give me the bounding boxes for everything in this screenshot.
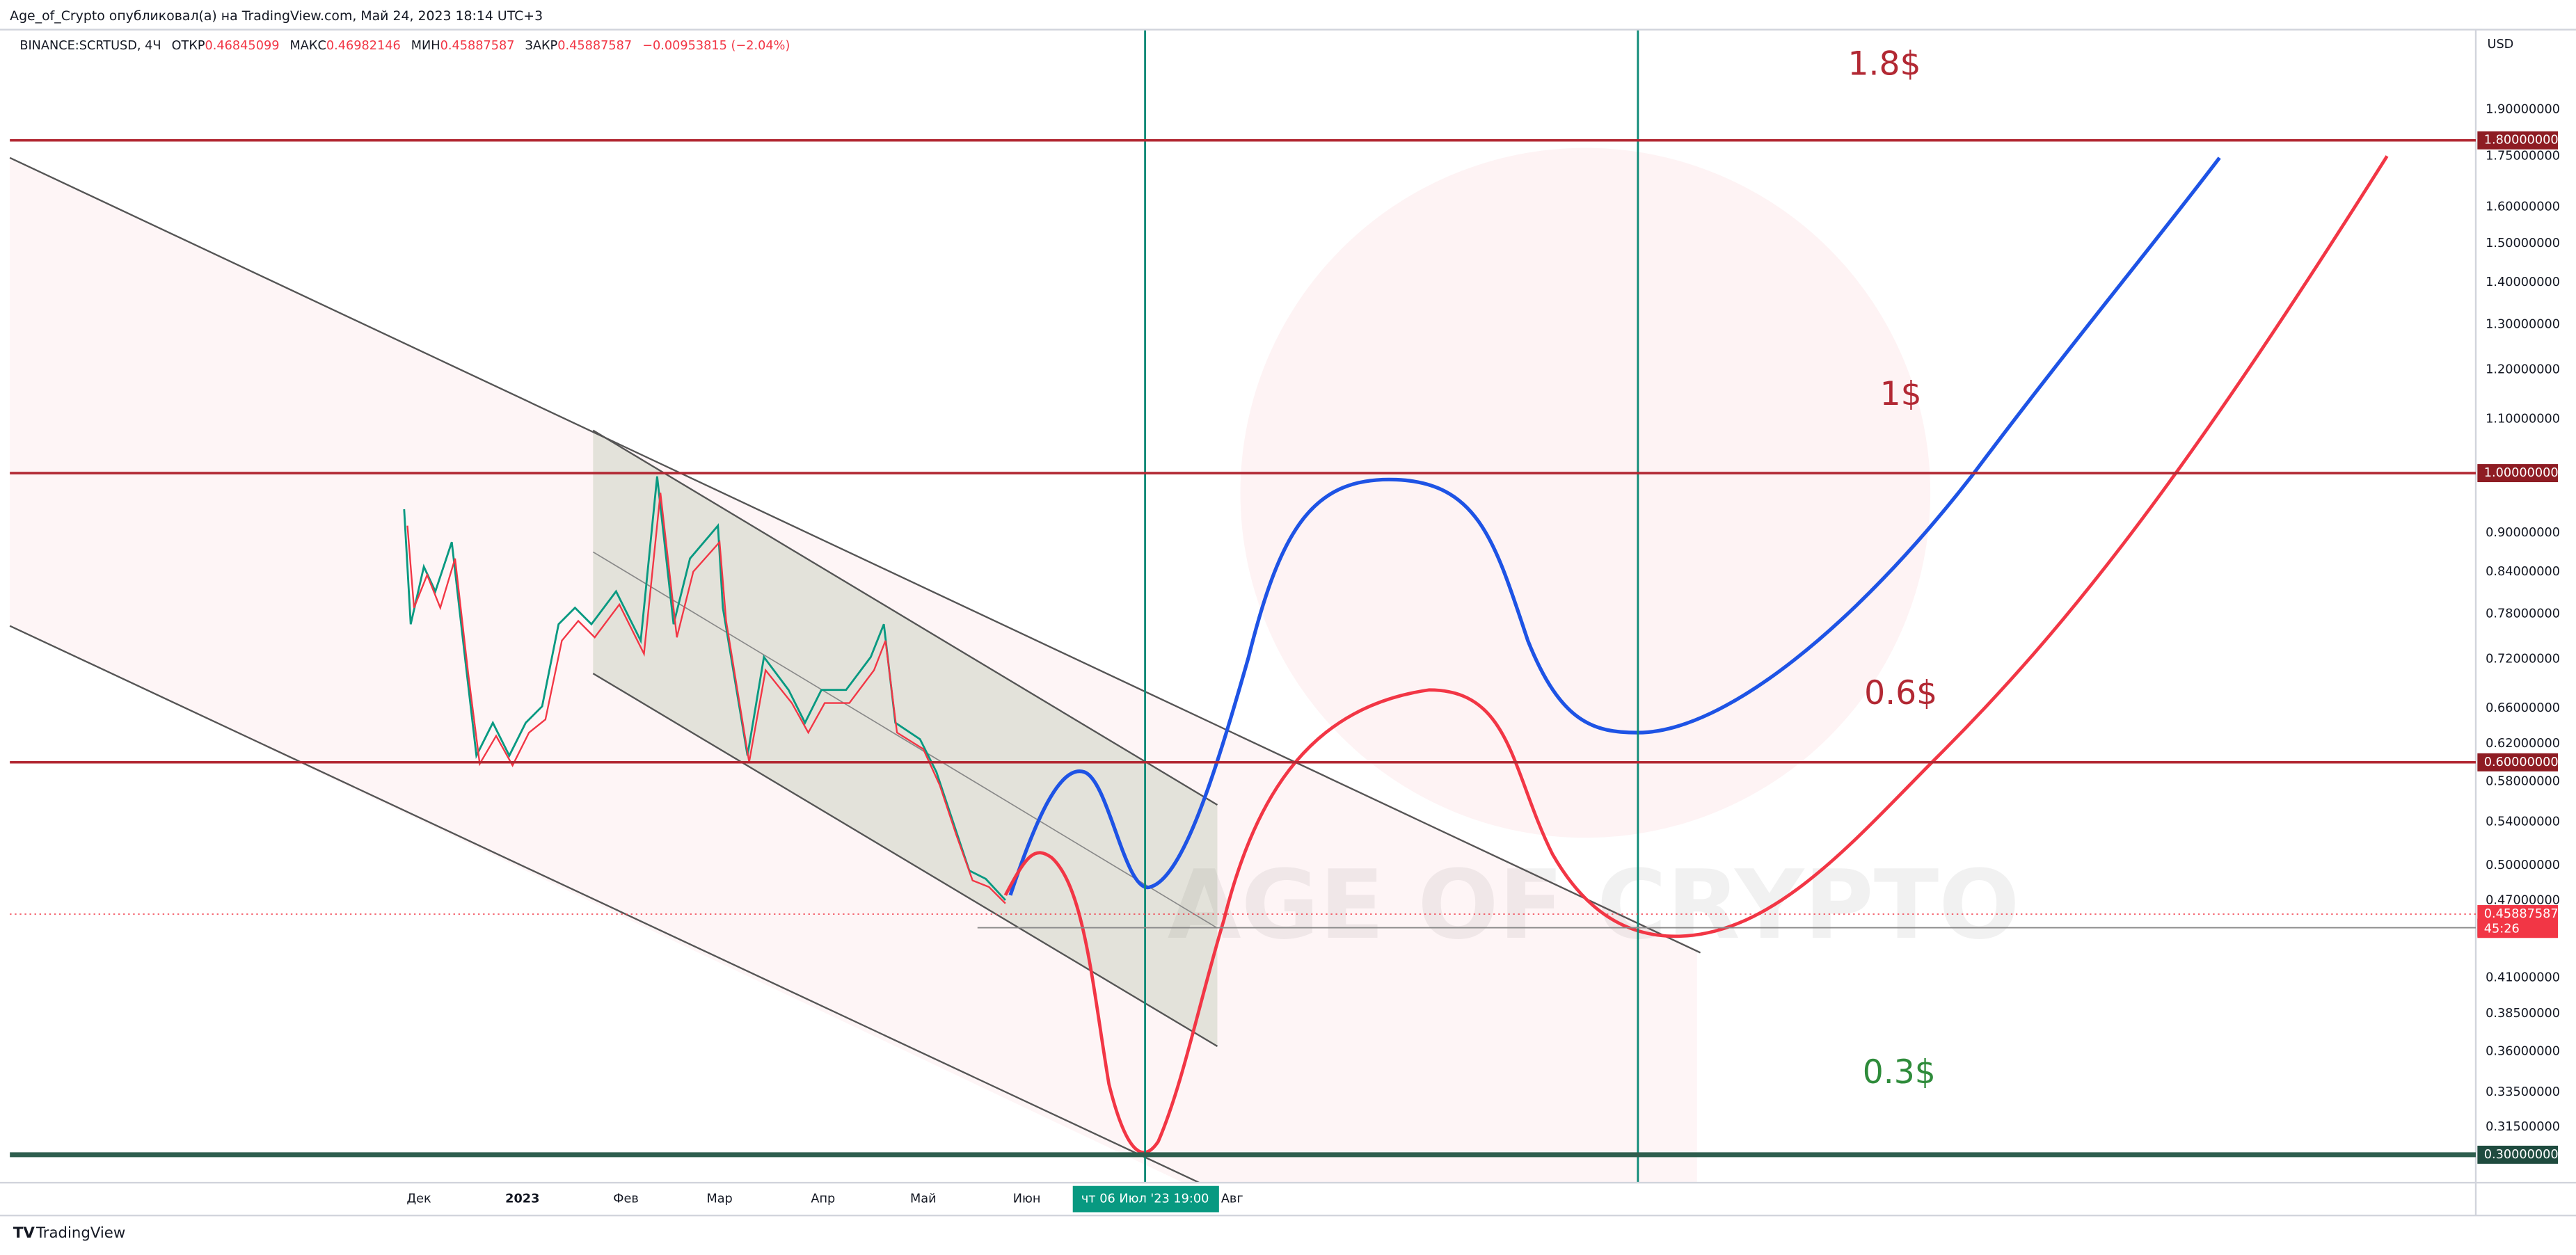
channel-lower: [9, 625, 1200, 1184]
projection-red: [1003, 155, 2389, 1154]
footer-brand: TradingView: [35, 1224, 125, 1242]
annotation: 0.6$: [1864, 674, 1937, 712]
crosshair-label: чт 06 Июл '23 19:00: [1081, 1192, 1209, 1206]
close: 0.45887587: [557, 39, 632, 53]
price-tick-label: 0.36000000: [2486, 1045, 2560, 1059]
last-price-label: 0.45887587: [2484, 907, 2559, 921]
time-label: Авг: [1221, 1192, 1243, 1206]
low-label: МИН: [411, 39, 440, 53]
currency: USD: [2488, 38, 2514, 51]
price-tick-label: 1.20000000: [2486, 363, 2560, 377]
price-tick-label: 1.90000000: [2486, 103, 2560, 117]
time-label: Апр: [811, 1192, 835, 1206]
inner-lower: [592, 673, 1218, 1048]
symbol: BINANCE:SCRTUSD, 4Ч: [19, 39, 161, 53]
price-tick-label: 0.31500000: [2486, 1120, 2560, 1134]
last-price-marker: [2477, 905, 2559, 938]
price-tick-label: 0.84000000: [2486, 565, 2560, 579]
time-label: Фев: [613, 1192, 639, 1206]
price-tick-label: 0.38500000: [2486, 1007, 2560, 1021]
channel-fill: [10, 157, 1697, 1183]
close-label: ЗАКР: [525, 39, 558, 53]
annotation: 1.8$: [1847, 45, 1921, 83]
low: 0.45887587: [440, 39, 515, 53]
time-label: Май: [910, 1192, 937, 1206]
annotation: 1$: [1880, 375, 1922, 413]
price-path: [406, 493, 1006, 904]
price-tick-label: 1.40000000: [2486, 275, 2560, 289]
price-marker: [2477, 753, 2559, 772]
price-tick-label: 0.72000000: [2486, 652, 2560, 666]
price-tick-label: 0.54000000: [2486, 815, 2560, 829]
watermark-logo: [1240, 147, 1931, 838]
price-tick-label: 0.50000000: [2486, 858, 2560, 872]
legend: BINANCE:SCRTUSD, 4Ч ОТКР0.46845099 МАКС0…: [19, 39, 790, 53]
time-label: Июн: [1013, 1192, 1041, 1206]
open-label: ОТКР: [172, 39, 205, 53]
high-label: МАКС: [290, 39, 326, 53]
price-tick-label: 0.66000000: [2486, 701, 2560, 715]
time-label: 2023: [505, 1192, 539, 1206]
price-tick-label: 0.62000000: [2486, 737, 2560, 751]
time-label: Мар: [706, 1192, 732, 1206]
price-marker-label: 0.60000000: [2484, 756, 2559, 769]
price-tick-label: 1.75000000: [2486, 150, 2560, 163]
price-marker-label: 1.80000000: [2484, 134, 2559, 147]
price-marker: [2477, 1145, 2559, 1164]
annotation: 0.3$: [1863, 1053, 1936, 1092]
change: −0.00953815 (−2.04%): [642, 39, 790, 53]
tv-logo: TV: [13, 1224, 35, 1242]
publisher: Age_of_Crypto опубликовал(а) на TradingV…: [10, 8, 543, 24]
price-marker-label: 0.30000000: [2484, 1148, 2559, 1162]
price-tick-label: 1.10000000: [2486, 413, 2560, 426]
channel-upper: [9, 157, 1701, 954]
price-path: [403, 476, 1006, 901]
price-marker-label: 1.00000000: [2484, 466, 2559, 480]
crosshair-marker: [1072, 1185, 1219, 1213]
countdown: 45:26: [2484, 922, 2520, 936]
price-tick-label: 1.50000000: [2486, 237, 2560, 250]
price-marker: [2477, 464, 2559, 483]
price-tick-label: 0.33500000: [2486, 1085, 2560, 1099]
time-label: Дек: [406, 1192, 431, 1206]
price-tick-label: 0.90000000: [2486, 526, 2560, 540]
price-tick-label: 0.58000000: [2486, 774, 2560, 788]
inner-upper: [592, 429, 1218, 806]
projection-blue: [1008, 157, 2221, 896]
inner-mid: [592, 551, 1218, 929]
price-marker: [2477, 131, 2559, 150]
price-tick-label: 1.30000000: [2486, 318, 2560, 332]
high: 0.46982146: [326, 39, 401, 53]
price-tick-label: 0.41000000: [2486, 971, 2560, 985]
price-tick-label: 0.78000000: [2486, 607, 2560, 621]
price-tick-label: 0.47000000: [2486, 894, 2560, 908]
price-tick-label: 1.60000000: [2486, 200, 2560, 214]
open: 0.46845099: [205, 39, 280, 53]
